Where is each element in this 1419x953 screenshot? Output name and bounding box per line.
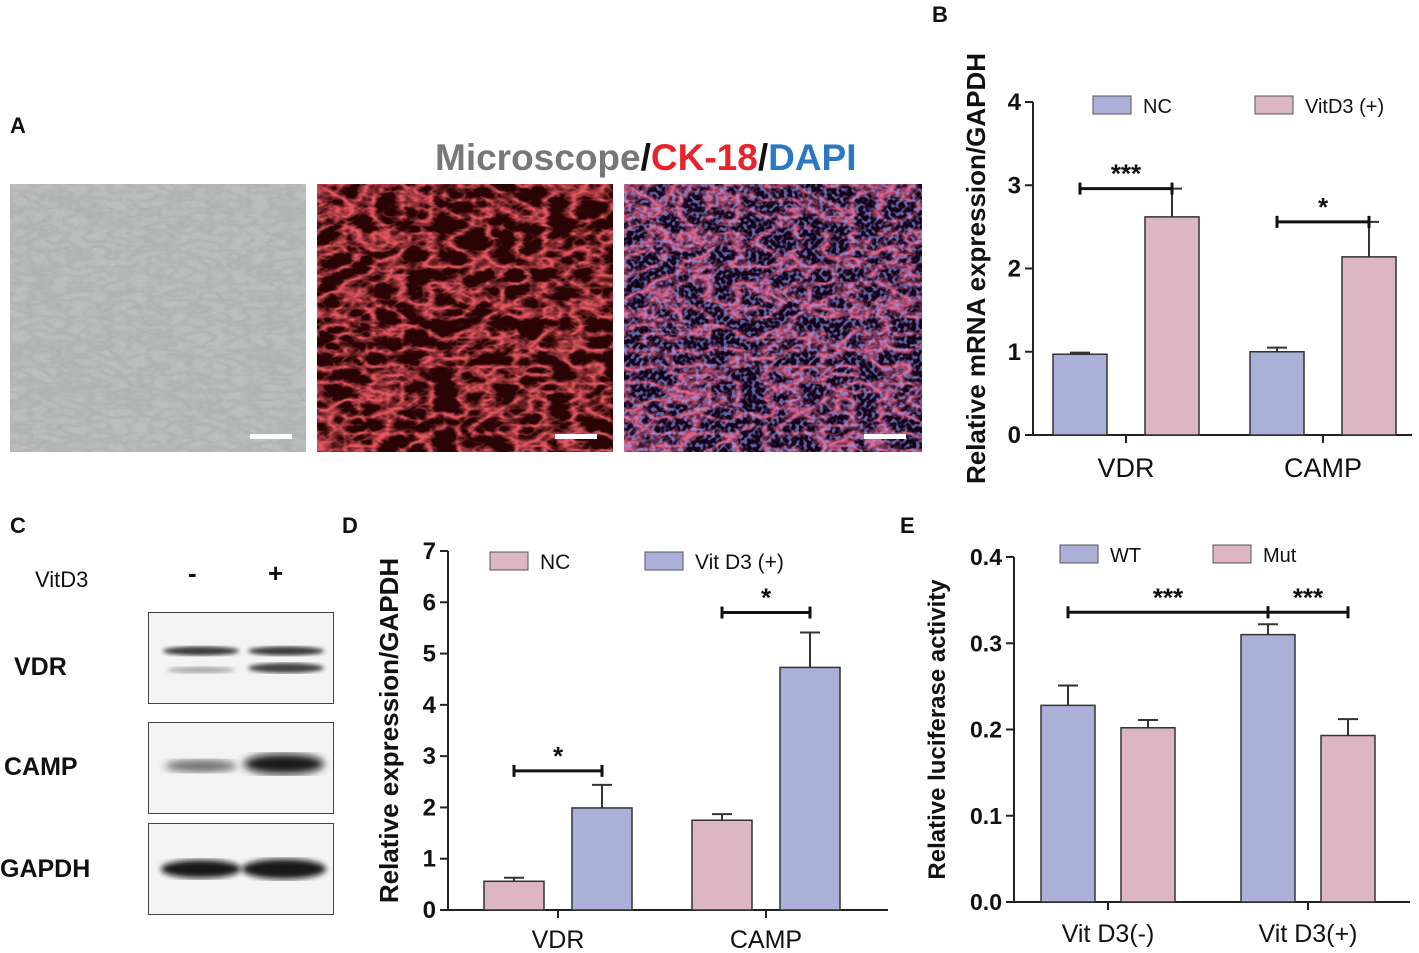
title-part-slash-1: / — [640, 137, 651, 178]
y-tick-label: 0.2 — [970, 717, 1002, 743]
lane-label-plus: + — [268, 558, 284, 588]
ck18-image — [317, 184, 613, 452]
y-tick-label: 0.3 — [970, 630, 1002, 656]
legend-label: VitD3 (+) — [1305, 96, 1384, 118]
y-tick-label: 4 — [423, 692, 437, 719]
significance-marker: * — [1318, 192, 1329, 222]
y-tick-label: 4 — [1008, 89, 1022, 116]
ck18-fluorescence-micrograph — [317, 184, 613, 452]
blot-camp — [148, 722, 334, 814]
blot-vdr-bands — [163, 646, 324, 673]
title-part-dapi: DAPI — [768, 137, 857, 178]
brightfield-image — [10, 184, 306, 452]
bar-mut-vit-d3- — [1320, 734, 1376, 903]
bar-mut-vit-d3- — [1120, 727, 1176, 903]
chart-d: 0 1 2 3 4 5 6 7 Relative expression/GAPDH VDR CAMP… — [374, 538, 888, 953]
chart-b: 0 1 2 3 4 Relative mRNA expression/GAPDH VDR CA… — [961, 53, 1412, 484]
significance-marker: * — [761, 583, 772, 613]
scale-bar — [250, 434, 292, 439]
y-tick-label: 5 — [423, 641, 436, 668]
significance-marker: * — [553, 741, 564, 771]
blot-gapdh-bands — [161, 859, 326, 879]
bar-wt-vit-d3- — [1040, 704, 1096, 903]
y-tick-label: 0 — [1008, 422, 1021, 449]
bar-vitd3--camp — [1341, 256, 1397, 436]
blot-label-vdr: VDR — [14, 653, 67, 681]
lane-label-minus: - — [188, 558, 197, 588]
scale-bar — [864, 434, 906, 439]
legend-label: NC — [540, 551, 570, 574]
x-category-label: Vit D3(+) — [1259, 920, 1358, 948]
bar-nc-camp — [691, 819, 753, 911]
y-tick-label: 0.0 — [970, 889, 1002, 915]
title-part-microscope: Microscope — [435, 137, 641, 178]
y-tick-label: 2 — [1008, 256, 1021, 283]
y-axis-label: Relative luciferase activity — [924, 579, 951, 880]
y-axis-label: Relative expression/GAPDH — [374, 558, 404, 903]
significance-marker: *** — [1111, 159, 1142, 189]
blot-gapdh — [148, 823, 334, 915]
micrograph-title: Microscope/CK-18/DAPI — [435, 137, 857, 179]
title-part-ck18: CK-18 — [650, 137, 758, 178]
y-tick-label: 7 — [423, 538, 436, 565]
bar-nc-vdr — [483, 880, 545, 911]
chart-e: 0.0 0.1 0.2 0.3 0.4 Relative luciferase activ… — [924, 544, 1410, 948]
bar-vit-d3--vdr — [571, 807, 633, 911]
x-category-label: CAMP — [1284, 453, 1362, 483]
panel-label-a: A — [10, 113, 26, 138]
y-tick-label: 1 — [423, 846, 436, 873]
y-tick-label: 3 — [423, 743, 436, 770]
x-category-label: VDR — [532, 926, 585, 953]
y-axis-label: Relative mRNA expression/GAPDH — [961, 53, 991, 484]
legend-label: NC — [1143, 96, 1172, 118]
title-part-slash-2: / — [757, 137, 769, 178]
x-category-label: VDR — [1097, 453, 1154, 483]
x-category-label: Vit D3(-) — [1062, 920, 1155, 948]
legend-swatch — [1212, 544, 1252, 564]
legend-label: Vit D3 (+) — [695, 551, 784, 574]
y-tick-label: 0.1 — [970, 803, 1002, 829]
scale-bar — [555, 434, 597, 439]
bar-wt-vit-d3- — [1240, 633, 1296, 903]
legend-label: Mut — [1263, 545, 1297, 567]
bar-nc-camp — [1249, 351, 1305, 436]
y-tick-label: 0.4 — [970, 544, 1002, 570]
significance-marker: *** — [1153, 582, 1184, 612]
merge-image — [624, 184, 922, 452]
panel-label-d: D — [342, 513, 358, 538]
y-tick-label: 6 — [423, 589, 436, 616]
legend-swatch — [1254, 95, 1294, 115]
legend-swatch — [1092, 95, 1132, 115]
legend-swatch — [489, 551, 529, 571]
panel-label-e: E — [900, 513, 915, 538]
panel-label-b: B — [932, 2, 948, 27]
bar-vit-d3--camp — [779, 666, 841, 911]
y-tick-label: 3 — [1008, 172, 1021, 199]
blot-vdr — [148, 612, 334, 704]
blot-camp-bands — [149, 723, 332, 812]
brightfield-micrograph — [10, 184, 306, 452]
panel-label-c: C — [10, 513, 26, 538]
legend-swatch — [644, 551, 684, 571]
blot-label-camp: CAMP — [4, 753, 78, 781]
legend-label: WT — [1110, 545, 1141, 567]
x-category-label: CAMP — [730, 926, 802, 953]
y-tick-label: 2 — [423, 794, 436, 821]
y-tick-label: 1 — [1008, 339, 1021, 366]
y-tick-label: 0 — [423, 897, 436, 924]
treatment-label: VitD3 — [35, 567, 89, 592]
blot-label-gapdh: GAPDH — [0, 855, 91, 883]
ck18-dapi-merge-micrograph — [624, 184, 922, 452]
significance-marker: *** — [1293, 582, 1324, 612]
bar-nc-vdr — [1052, 353, 1108, 436]
legend-swatch — [1059, 544, 1099, 564]
bar-vitd3--vdr — [1144, 216, 1200, 436]
